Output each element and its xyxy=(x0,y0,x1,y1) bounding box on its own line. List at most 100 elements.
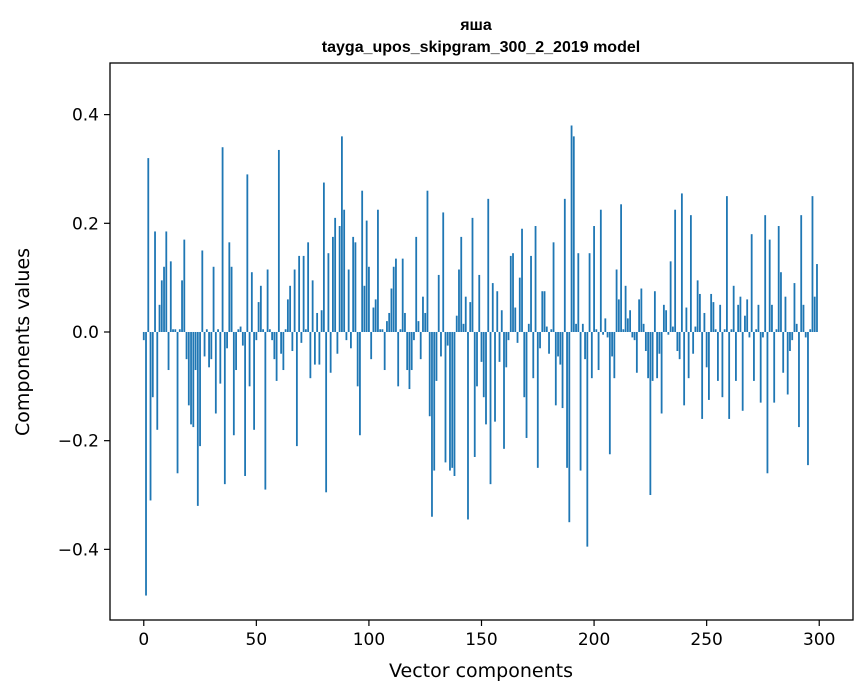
bar-component-112 xyxy=(395,258,397,332)
bar-component-238 xyxy=(678,331,681,360)
x-tick-label: 150 xyxy=(465,630,497,650)
bar-component-286 xyxy=(786,331,789,395)
bar-component-13 xyxy=(172,329,174,332)
bar-component-45 xyxy=(244,331,246,476)
bar-component-18 xyxy=(183,239,186,332)
bar-component-132 xyxy=(440,331,442,357)
bar-component-128 xyxy=(431,331,433,517)
bar-component-56 xyxy=(268,329,271,332)
bar-component-296 xyxy=(809,329,812,332)
bar-component-248 xyxy=(701,331,704,419)
bar-component-118 xyxy=(408,331,411,390)
y-tick-label: 0.2 xyxy=(72,214,99,234)
bar-component-91 xyxy=(347,269,350,332)
bar-component-174 xyxy=(534,226,537,332)
bar-component-64 xyxy=(286,299,289,332)
bar-component-83 xyxy=(329,331,332,373)
bar-component-179 xyxy=(545,326,548,332)
bar-component-196 xyxy=(584,331,586,360)
bar-component-239 xyxy=(680,193,683,332)
bar-component-297 xyxy=(811,196,814,332)
bar-component-58 xyxy=(273,331,276,360)
bar-component-160 xyxy=(503,331,505,449)
bar-component-227 xyxy=(653,291,656,332)
bar-component-12 xyxy=(169,261,172,332)
x-tick-label: 100 xyxy=(353,630,385,650)
bar-component-237 xyxy=(676,331,679,352)
bar-component-79 xyxy=(320,310,323,332)
bar-component-92 xyxy=(350,331,352,349)
bar-component-230 xyxy=(660,331,663,414)
bar-component-213 xyxy=(622,329,625,332)
y-tick-label: −0.2 xyxy=(58,432,99,452)
bar-component-24 xyxy=(196,331,199,506)
y-axis-label: Components values xyxy=(12,248,34,436)
bar-component-94 xyxy=(354,242,357,332)
bar-component-192 xyxy=(575,323,577,332)
bar-component-190 xyxy=(570,125,573,332)
bar-component-141 xyxy=(460,236,463,332)
bar-component-10 xyxy=(165,231,168,332)
bar-component-84 xyxy=(332,236,334,332)
bar-component-288 xyxy=(791,331,794,341)
x-tick-label: 200 xyxy=(578,630,610,650)
bar-component-97 xyxy=(361,190,364,332)
bar-component-96 xyxy=(359,331,361,436)
bar-component-19 xyxy=(185,331,188,360)
bar-component-121 xyxy=(415,236,418,332)
bar-component-149 xyxy=(478,274,481,332)
bar-component-187 xyxy=(563,198,566,332)
bar-component-168 xyxy=(521,228,523,332)
y-tick-label: 0.0 xyxy=(72,323,99,343)
bar-component-44 xyxy=(241,331,244,346)
bar-component-229 xyxy=(658,331,661,354)
bar-component-247 xyxy=(699,293,701,332)
bars-group xyxy=(142,125,818,596)
bar-component-185 xyxy=(559,331,562,365)
bar-component-188 xyxy=(566,331,568,468)
bar-component-290 xyxy=(795,323,798,332)
bar-component-127 xyxy=(428,331,431,417)
bar-component-193 xyxy=(577,253,580,332)
bar-component-204 xyxy=(602,331,604,335)
bar-component-252 xyxy=(710,293,713,332)
bar-component-265 xyxy=(739,296,742,332)
bar-component-33 xyxy=(217,329,219,332)
bar-component-85 xyxy=(334,217,337,332)
bar-component-47 xyxy=(248,331,251,387)
bar-component-147 xyxy=(473,331,476,457)
bar-component-154 xyxy=(489,331,492,485)
bar-component-240 xyxy=(683,331,686,406)
bar-component-210 xyxy=(615,269,618,332)
bar-component-36 xyxy=(223,331,226,485)
bar-component-40 xyxy=(232,331,235,436)
bar-component-60 xyxy=(277,149,280,332)
bar-component-71 xyxy=(302,255,305,332)
bar-component-263 xyxy=(735,331,737,381)
bar-component-153 xyxy=(487,198,490,332)
chart-title: яша xyxy=(459,17,492,34)
bar-component-42 xyxy=(237,329,240,332)
bar-component-131 xyxy=(437,274,440,332)
bar-component-37 xyxy=(226,331,228,349)
bar-component-176 xyxy=(539,331,541,349)
bar-component-164 xyxy=(512,253,514,332)
bar-component-283 xyxy=(780,272,782,332)
bar-component-203 xyxy=(599,209,602,332)
bar-component-169 xyxy=(523,331,526,398)
bar-component-63 xyxy=(284,329,287,332)
bar-component-272 xyxy=(755,329,758,332)
bar-component-259 xyxy=(726,196,728,332)
bar-component-136 xyxy=(449,331,451,471)
bar-component-209 xyxy=(613,331,616,379)
bar-component-175 xyxy=(536,331,539,468)
bar-component-108 xyxy=(386,321,388,332)
bar-component-242 xyxy=(687,331,690,379)
bar-component-100 xyxy=(368,266,370,332)
bar-component-258 xyxy=(723,329,726,332)
bar-component-123 xyxy=(419,331,422,360)
bar-component-76 xyxy=(313,331,316,365)
bar-component-294 xyxy=(804,331,807,338)
bar-component-182 xyxy=(552,242,555,332)
bar-component-95 xyxy=(356,331,359,387)
